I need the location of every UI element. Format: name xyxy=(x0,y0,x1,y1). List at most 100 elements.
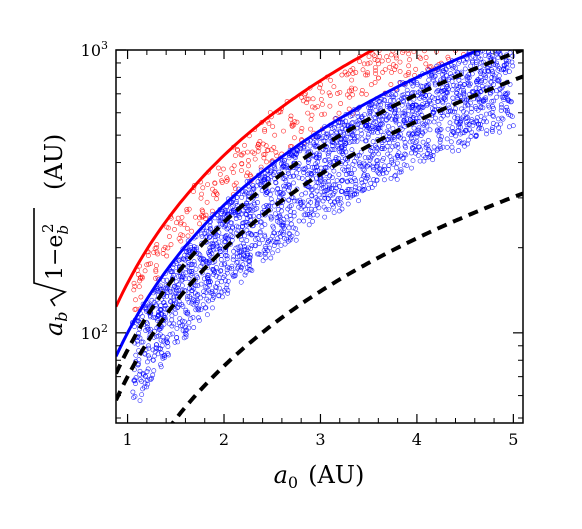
scatter-point xyxy=(289,233,295,239)
scatter-point xyxy=(204,312,210,318)
scatter-point xyxy=(206,250,211,255)
scatter-point xyxy=(165,344,171,349)
scatter-point xyxy=(307,143,313,149)
scatter-point xyxy=(411,50,417,55)
scatter-point xyxy=(476,50,482,53)
scatter-point xyxy=(298,201,304,207)
scatter-point xyxy=(507,4,511,8)
scatter-point xyxy=(463,36,467,40)
scatter-point xyxy=(186,249,191,255)
scatter-point xyxy=(262,250,268,256)
scatter-point xyxy=(391,97,396,103)
scatter-point xyxy=(422,121,428,127)
scatter-point xyxy=(477,5,481,9)
scatter-point xyxy=(146,345,152,351)
scatter-point xyxy=(498,102,504,108)
scatter-point xyxy=(260,258,266,264)
scatter-point xyxy=(203,216,208,221)
scatter-point xyxy=(349,113,355,118)
scatter-point xyxy=(483,95,488,101)
scatter-point xyxy=(313,168,319,174)
scatter-point xyxy=(493,88,499,94)
scatter-point xyxy=(468,63,474,69)
scatter-point xyxy=(494,94,499,100)
scatter-point xyxy=(401,162,407,168)
scatter-point xyxy=(506,42,510,46)
scatter-point xyxy=(146,302,152,308)
scatter-point xyxy=(411,125,417,131)
scatter-point xyxy=(449,144,455,150)
scatter-point xyxy=(441,75,446,81)
scatter-point xyxy=(202,231,208,236)
scatter-point xyxy=(283,174,289,180)
scatter-point xyxy=(352,136,358,142)
scatter-point xyxy=(410,103,416,109)
scatter-point xyxy=(225,177,231,183)
scatter-point xyxy=(190,315,196,320)
scatter-point xyxy=(404,117,410,122)
scatter-point xyxy=(176,257,181,263)
scatter-point xyxy=(413,150,418,156)
scatter-point xyxy=(164,337,169,343)
scatter-point xyxy=(273,180,279,186)
scatter-point xyxy=(317,85,323,91)
scatter-point xyxy=(393,53,399,59)
scatter-point xyxy=(388,82,394,87)
scatter-point xyxy=(346,88,352,94)
scatter-point xyxy=(397,169,403,175)
scatter-point xyxy=(351,138,357,144)
scatter-point xyxy=(406,130,412,136)
scatter-point xyxy=(175,304,181,310)
scatter-point xyxy=(368,82,374,88)
scatter-point xyxy=(137,368,143,374)
scatter-point xyxy=(327,103,333,109)
scatter-point xyxy=(264,159,269,165)
x-tick-label: 1 xyxy=(123,430,133,449)
scatter-point xyxy=(418,56,424,61)
scatter-point xyxy=(385,58,391,63)
scatter-point xyxy=(185,309,191,315)
scatter-point xyxy=(420,121,425,127)
scatter-point xyxy=(194,293,200,298)
scatter-point xyxy=(193,247,199,252)
scatter-point xyxy=(399,96,404,102)
model-curves xyxy=(116,50,523,423)
scatter-point xyxy=(204,285,210,290)
scatter-point xyxy=(356,198,361,204)
scatter-point xyxy=(206,298,211,304)
scatter-point xyxy=(346,140,352,145)
scatter-point xyxy=(199,233,205,239)
scatter-point xyxy=(357,186,362,192)
scatter-point xyxy=(444,84,450,90)
scatter-point xyxy=(174,325,180,331)
scatter-point xyxy=(272,211,278,217)
scatter-point xyxy=(193,301,199,307)
scatter-point xyxy=(476,126,482,132)
scatter-point xyxy=(471,30,475,34)
scatter-point xyxy=(348,194,353,200)
scatter-point xyxy=(235,224,241,230)
scatter-point xyxy=(427,127,433,133)
scatter-point xyxy=(213,190,219,196)
scatter-point xyxy=(309,104,315,110)
scatter-point xyxy=(372,116,378,121)
scatter-point xyxy=(244,251,250,257)
scatter-point xyxy=(462,60,468,66)
scatter-point xyxy=(312,144,318,150)
scatter-point xyxy=(353,178,359,184)
scatter-point xyxy=(426,29,430,33)
scatter-point xyxy=(294,119,300,125)
scatter-point xyxy=(207,225,213,231)
scatter-point xyxy=(393,92,399,98)
scatter-point xyxy=(175,339,181,345)
scatter-point xyxy=(429,29,433,33)
scatter-point xyxy=(273,149,279,155)
scatter-point xyxy=(478,11,482,15)
scatter-point xyxy=(375,130,381,136)
scatter-point xyxy=(335,91,340,96)
scatter-point xyxy=(238,243,243,249)
scatter-point xyxy=(305,157,311,163)
scatter-point xyxy=(186,320,192,326)
scatter-point xyxy=(413,66,419,72)
scatter-point xyxy=(321,130,326,136)
